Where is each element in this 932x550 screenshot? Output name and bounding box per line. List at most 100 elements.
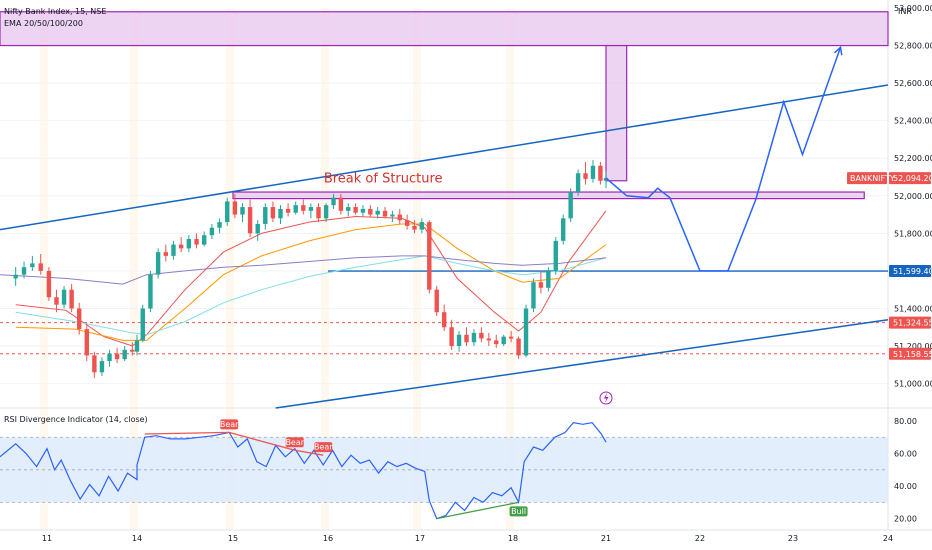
rsi-legend: RSI Divergence Indicator (14, close) (4, 415, 148, 424)
candle-body (84, 329, 89, 356)
price-tag-label: 51,599.40 (893, 267, 932, 276)
divergence-badge (285, 437, 304, 448)
candle-body (561, 218, 566, 241)
rsi-line (0, 421, 607, 520)
lightning-bolt (604, 393, 609, 403)
candle-body (301, 205, 306, 211)
candle-body (46, 270, 52, 298)
candle-body (13, 274, 18, 279)
candle-body (285, 208, 291, 213)
candle-body (583, 173, 588, 179)
candle-body (508, 336, 514, 339)
candle-body (217, 222, 222, 228)
divergence-badge-label: Bear (314, 443, 333, 452)
time-axis-label: 23 (788, 534, 798, 543)
candle-body (546, 270, 551, 288)
candle-body (382, 210, 388, 217)
candle-body (69, 289, 74, 309)
candle-body (255, 223, 260, 234)
candle-body (590, 165, 596, 179)
divergence-line (228, 431, 295, 451)
candle-body (360, 208, 366, 213)
candle-body (479, 332, 484, 339)
session-highlight (130, 8, 138, 530)
time-axis-label: 14 (132, 534, 142, 543)
candle-body (538, 282, 544, 288)
ema-legend: EMA 20/50/100/200 (4, 19, 83, 28)
price-tag (889, 347, 931, 360)
candle-body (122, 349, 127, 360)
candle-body (209, 227, 215, 236)
candle-body (77, 308, 82, 330)
candle-body (140, 308, 145, 341)
session-highlight (40, 8, 48, 530)
candle-body (494, 340, 499, 345)
divergence-badge (509, 506, 528, 517)
session-highlight (321, 8, 329, 530)
candle-body (130, 349, 135, 352)
candle-body (178, 244, 184, 249)
candle-body (331, 197, 336, 206)
candle-body (375, 210, 380, 215)
candle-body (323, 205, 329, 219)
symbol-legend: Nifty Bank Index, 15, NSE (4, 7, 107, 16)
price-axis-label: 53,000.00 (894, 4, 932, 13)
candle-body (263, 207, 268, 224)
price-axis-label: 51,200.00 (894, 342, 932, 351)
candle-body (270, 207, 276, 219)
price-axis-label: 52,400.00 (894, 117, 932, 126)
candle-body (441, 312, 447, 328)
top-supply-zone (0, 11, 889, 47)
price-axis-label: 51,400.00 (894, 304, 932, 313)
divergence-badge-label: Bear (285, 438, 304, 447)
candle-body (501, 336, 506, 345)
ema-line (0, 255, 607, 285)
divergence-badge (314, 442, 333, 453)
divergence-badge (220, 419, 239, 430)
candle-body (194, 238, 199, 245)
time-axis-label: 22 (695, 534, 705, 543)
candle-body (598, 165, 603, 181)
time-axis-label: 15 (228, 534, 238, 543)
move-box (605, 44, 628, 182)
session-highlight (226, 8, 234, 530)
candle-body (232, 201, 238, 215)
rsi-axis-label: 60.00 (894, 450, 917, 459)
candle-body (316, 207, 321, 219)
candle-body (247, 207, 253, 234)
candle-body (486, 338, 492, 341)
candle-body (603, 178, 609, 181)
candle-body (61, 289, 67, 305)
candle-body (353, 207, 358, 213)
price-tag-label: 51,158.55 (893, 350, 932, 359)
trendline (275, 318, 889, 409)
candle-body (427, 222, 432, 290)
time-axis-label: 18 (508, 534, 518, 543)
candle-body (99, 361, 105, 373)
divergence-badge-label: Bear (220, 420, 239, 429)
price-axis-label: 52,200.00 (894, 154, 932, 163)
candle-body (107, 353, 112, 362)
candle-body (516, 338, 521, 356)
projection-path (605, 47, 842, 272)
candle-body (575, 173, 581, 193)
session-highlight (506, 8, 514, 530)
divergence-line (144, 431, 230, 435)
price-tag-label: 51,324.55 (893, 319, 932, 328)
ema-line (15, 255, 607, 336)
price-axis-label: 51,800.00 (894, 229, 932, 238)
currency-label[interactable]: INR (898, 7, 912, 16)
trendline (0, 84, 889, 231)
candle-body (338, 197, 344, 211)
price-tag-label: 52,094.20 (893, 174, 932, 183)
divergence-line (436, 501, 519, 520)
candle-body (471, 332, 477, 343)
bos-label: Break of Structure (324, 172, 443, 187)
price-tag (889, 172, 931, 185)
price-axis-label: 52,000.00 (894, 192, 932, 201)
candle-body (397, 214, 402, 221)
price-tag (889, 316, 931, 329)
time-axis-label: 11 (42, 534, 52, 543)
candle-body (155, 252, 161, 275)
